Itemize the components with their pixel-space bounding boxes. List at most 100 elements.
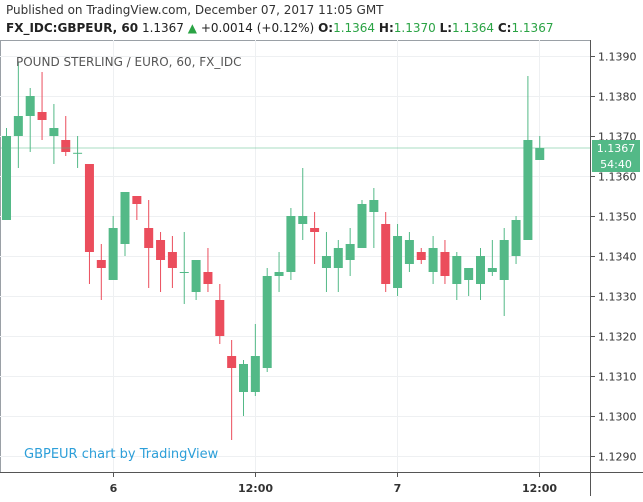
symbol-label: FX_IDC:GBPEUR, 60	[6, 21, 139, 35]
candle	[345, 228, 355, 276]
candle-body	[381, 224, 391, 284]
y-tick-label: 1.1340	[598, 251, 637, 264]
y-tick-label: 1.1390	[598, 51, 637, 64]
candle	[357, 200, 367, 248]
countdown-label: 54:40	[600, 158, 632, 171]
candle-body	[49, 128, 59, 136]
candle-body	[404, 240, 414, 264]
candle-body	[2, 136, 11, 220]
candle-body	[452, 256, 462, 284]
candle	[132, 196, 142, 220]
candle-body	[511, 220, 521, 256]
candle	[144, 200, 154, 288]
x-tick-label: 6	[110, 482, 118, 495]
candle-body	[132, 196, 142, 204]
candles	[2, 62, 545, 440]
candle-body	[144, 228, 154, 248]
candle-body	[239, 364, 248, 392]
price-axis: 1.13901.13801.13701.13601.13501.13401.13…	[590, 51, 637, 464]
candle-body	[464, 268, 474, 280]
open-label: O:	[318, 21, 334, 35]
candle	[310, 212, 320, 264]
candle	[215, 284, 225, 344]
published-line: Published on TradingView.com, December 0…	[6, 3, 384, 17]
y-tick-label: 1.1360	[598, 171, 637, 184]
y-tick-label: 1.1330	[598, 291, 637, 304]
y-tick-label: 1.1300	[598, 411, 637, 424]
candle	[416, 248, 426, 264]
candle-body	[428, 248, 438, 272]
y-tick-label: 1.1310	[598, 371, 637, 384]
candle	[167, 236, 177, 288]
candle-body	[13, 116, 23, 136]
candle	[84, 164, 94, 284]
chart-title: POUND STERLING / EURO, 60, FX_IDC	[16, 55, 242, 69]
low-label: L:	[439, 21, 453, 35]
open-value: 1.1364	[333, 21, 376, 35]
candle-body	[535, 148, 545, 160]
candle-body	[487, 268, 497, 272]
candle	[393, 224, 403, 296]
candle	[2, 128, 11, 220]
close-value: 1.1367	[511, 21, 554, 35]
candle	[227, 340, 237, 440]
candle	[179, 232, 189, 304]
y-tick-label: 1.1290	[598, 451, 637, 464]
candle	[404, 232, 414, 272]
symbol-info-line: FX_IDC:GBPEUR, 60 1.1367 ▲ +0.0014 (+0.1…	[6, 21, 553, 35]
x-tick-label: 12:00	[522, 482, 557, 495]
candle	[476, 248, 485, 300]
candle-body	[167, 252, 177, 268]
watermark-label: GBPEUR chart by TradingView	[24, 447, 219, 462]
candle-body	[215, 300, 225, 336]
candle	[239, 360, 248, 416]
candle	[25, 88, 35, 152]
candle	[487, 240, 497, 276]
candle-body	[179, 272, 189, 273]
candle	[298, 168, 308, 240]
candle	[286, 208, 296, 280]
y-tick-label: 1.1380	[598, 91, 637, 104]
candle	[191, 260, 201, 300]
candle	[333, 240, 343, 292]
candle	[203, 248, 213, 292]
candle-body	[298, 216, 308, 224]
candle-body	[499, 240, 509, 280]
candle-body	[286, 216, 296, 272]
candle	[120, 192, 130, 256]
candle-body	[37, 112, 47, 120]
candle	[523, 76, 533, 240]
candle-body	[108, 228, 118, 280]
candle-body	[250, 356, 260, 392]
y-tick-label: 1.1350	[598, 211, 637, 224]
candle	[381, 212, 391, 292]
candle-body	[274, 272, 284, 276]
price-change: +0.0014 (+0.12%)	[200, 21, 315, 35]
candle	[274, 252, 284, 292]
candle	[428, 236, 438, 284]
candle-body	[203, 272, 213, 284]
price-tag: 1.1367 54:40	[592, 140, 640, 172]
high-label: H:	[378, 21, 394, 35]
candle-body	[227, 356, 237, 368]
x-tick-label: 7	[394, 482, 402, 495]
candle-body	[61, 140, 71, 152]
candle-body	[476, 256, 485, 284]
candle-body	[440, 252, 450, 276]
candle	[61, 116, 71, 156]
candle-body	[25, 96, 35, 116]
candle	[49, 104, 59, 164]
close-label: C:	[497, 21, 512, 35]
candle	[511, 216, 521, 264]
candle	[250, 324, 260, 396]
candle-body	[345, 244, 355, 260]
y-tick-label: 1.1320	[598, 331, 637, 344]
candle	[321, 232, 331, 292]
candle	[499, 228, 509, 316]
last-price: 1.1367	[141, 21, 184, 35]
candle	[440, 240, 450, 284]
candle-body	[120, 192, 130, 244]
candle-body	[333, 248, 343, 268]
candle	[156, 232, 166, 292]
